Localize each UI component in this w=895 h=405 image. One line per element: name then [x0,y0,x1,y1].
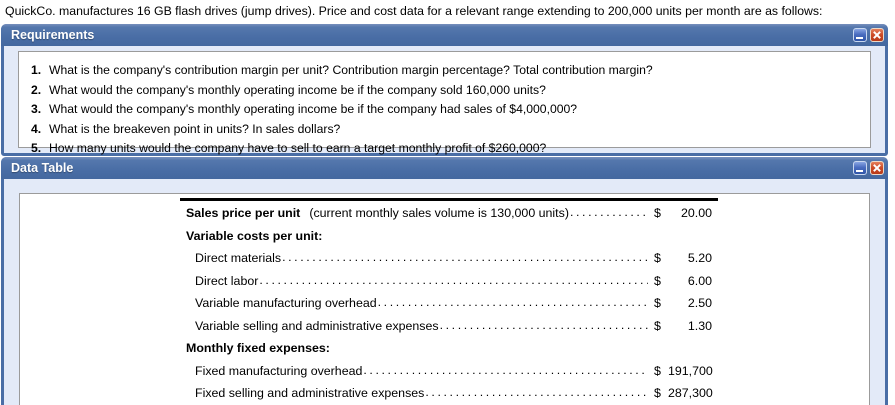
currency-symbol: $ [654,206,661,221]
requirement-number: 2. [31,82,42,97]
row-value: 191,700 [668,363,713,378]
data-table-titlebar[interactable]: Data Table [1,157,888,179]
currency-symbol: $ [654,386,661,401]
row-value: 5.20 [687,251,712,266]
row-label: Variable selling and administrative expe… [195,318,439,333]
requirement-number: 4. [31,121,42,136]
dot-leader [259,273,648,289]
row-label: Direct materials [195,251,282,266]
data-table-title: Data Table [11,161,74,175]
row-label: Fixed selling and administrative expense… [195,386,425,401]
dot-leader [378,295,648,311]
currency-symbol: $ [654,318,661,333]
currency-symbol: $ [654,363,661,378]
table-row: Fixed selling and administrative expense… [180,382,718,405]
requirement-text: What is the breakeven point in units? In… [49,121,341,136]
window-controls [853,161,884,175]
row-value: 20.00 [680,206,712,221]
minimize-button[interactable] [853,161,867,175]
currency-symbol: $ [654,273,661,288]
table-row: Fixed manufacturing overhead $ 191,700 [180,360,718,383]
window-controls [853,28,884,42]
row-label: Variable costs per unit: [186,228,323,243]
table-section-header: Variable costs per unit: [180,225,718,248]
dot-leader [440,318,648,334]
requirement-item: 2. What would the company's monthly oper… [31,81,860,101]
requirements-title: Requirements [11,28,95,42]
problem-intro-text: QuickCo. manufactures 16 GB flash drives… [5,4,823,18]
requirements-list: 1. What is the company's contribution ma… [18,51,871,155]
currency-symbol: $ [654,296,661,311]
requirement-number: 5. [31,141,42,156]
close-button[interactable] [870,161,884,175]
row-note: (current monthly sales volume is 130,000… [309,206,569,221]
requirement-item: 5. How many units would the company have… [31,139,860,159]
table-row: Direct labor $ 6.00 [180,270,718,293]
row-value: 287,300 [668,386,713,401]
minimize-icon [856,37,863,39]
requirement-item: 3. What would the company's monthly oper… [31,100,860,120]
table-row: Variable manufacturing overhead $ 2.50 [180,292,718,315]
requirement-number: 3. [31,102,42,117]
requirement-number: 1. [31,63,42,77]
table-section-header: Monthly fixed expenses: [180,337,718,360]
row-label: Direct labor [195,273,259,288]
row-label: Variable manufacturing overhead [195,296,377,311]
table-row: Direct materials $ 5.20 [180,247,718,270]
requirement-text: What is the company's contribution margi… [49,63,653,77]
dot-leader [425,385,648,401]
dot-leader [363,363,648,379]
table-row: Sales price per unit (current monthly sa… [180,202,718,225]
close-button[interactable] [870,28,884,42]
dot-leader [282,250,648,266]
data-table-content: Sales price per unit (current monthly sa… [19,193,870,405]
requirement-item: 4. What is the breakeven point in units?… [31,120,860,140]
requirement-text: What would the company's monthly operati… [49,82,546,97]
row-label: Fixed manufacturing overhead [195,363,363,378]
row-value: 1.30 [687,318,712,333]
row-value: 2.50 [687,296,712,311]
minimize-button[interactable] [853,28,867,42]
dot-leader [570,205,648,221]
table-row: Variable selling and administrative expe… [180,315,718,338]
requirement-text: How many units would the company have to… [49,141,547,156]
currency-symbol: $ [654,251,661,266]
requirements-titlebar[interactable]: Requirements [1,24,888,46]
minimize-icon [856,170,863,172]
requirement-text: What would the company's monthly operati… [49,102,578,117]
data-table-panel: Data Table Sales price per unit (current… [1,157,888,405]
row-label: Sales price per unit [186,206,301,221]
row-value: 6.00 [687,273,712,288]
requirements-panel: Requirements 1. What is the company's co… [1,24,888,156]
cost-data-table: Sales price per unit (current monthly sa… [180,198,718,405]
row-label: Monthly fixed expenses: [186,341,330,356]
requirement-item: 1. What is the company's contribution ma… [31,61,860,81]
